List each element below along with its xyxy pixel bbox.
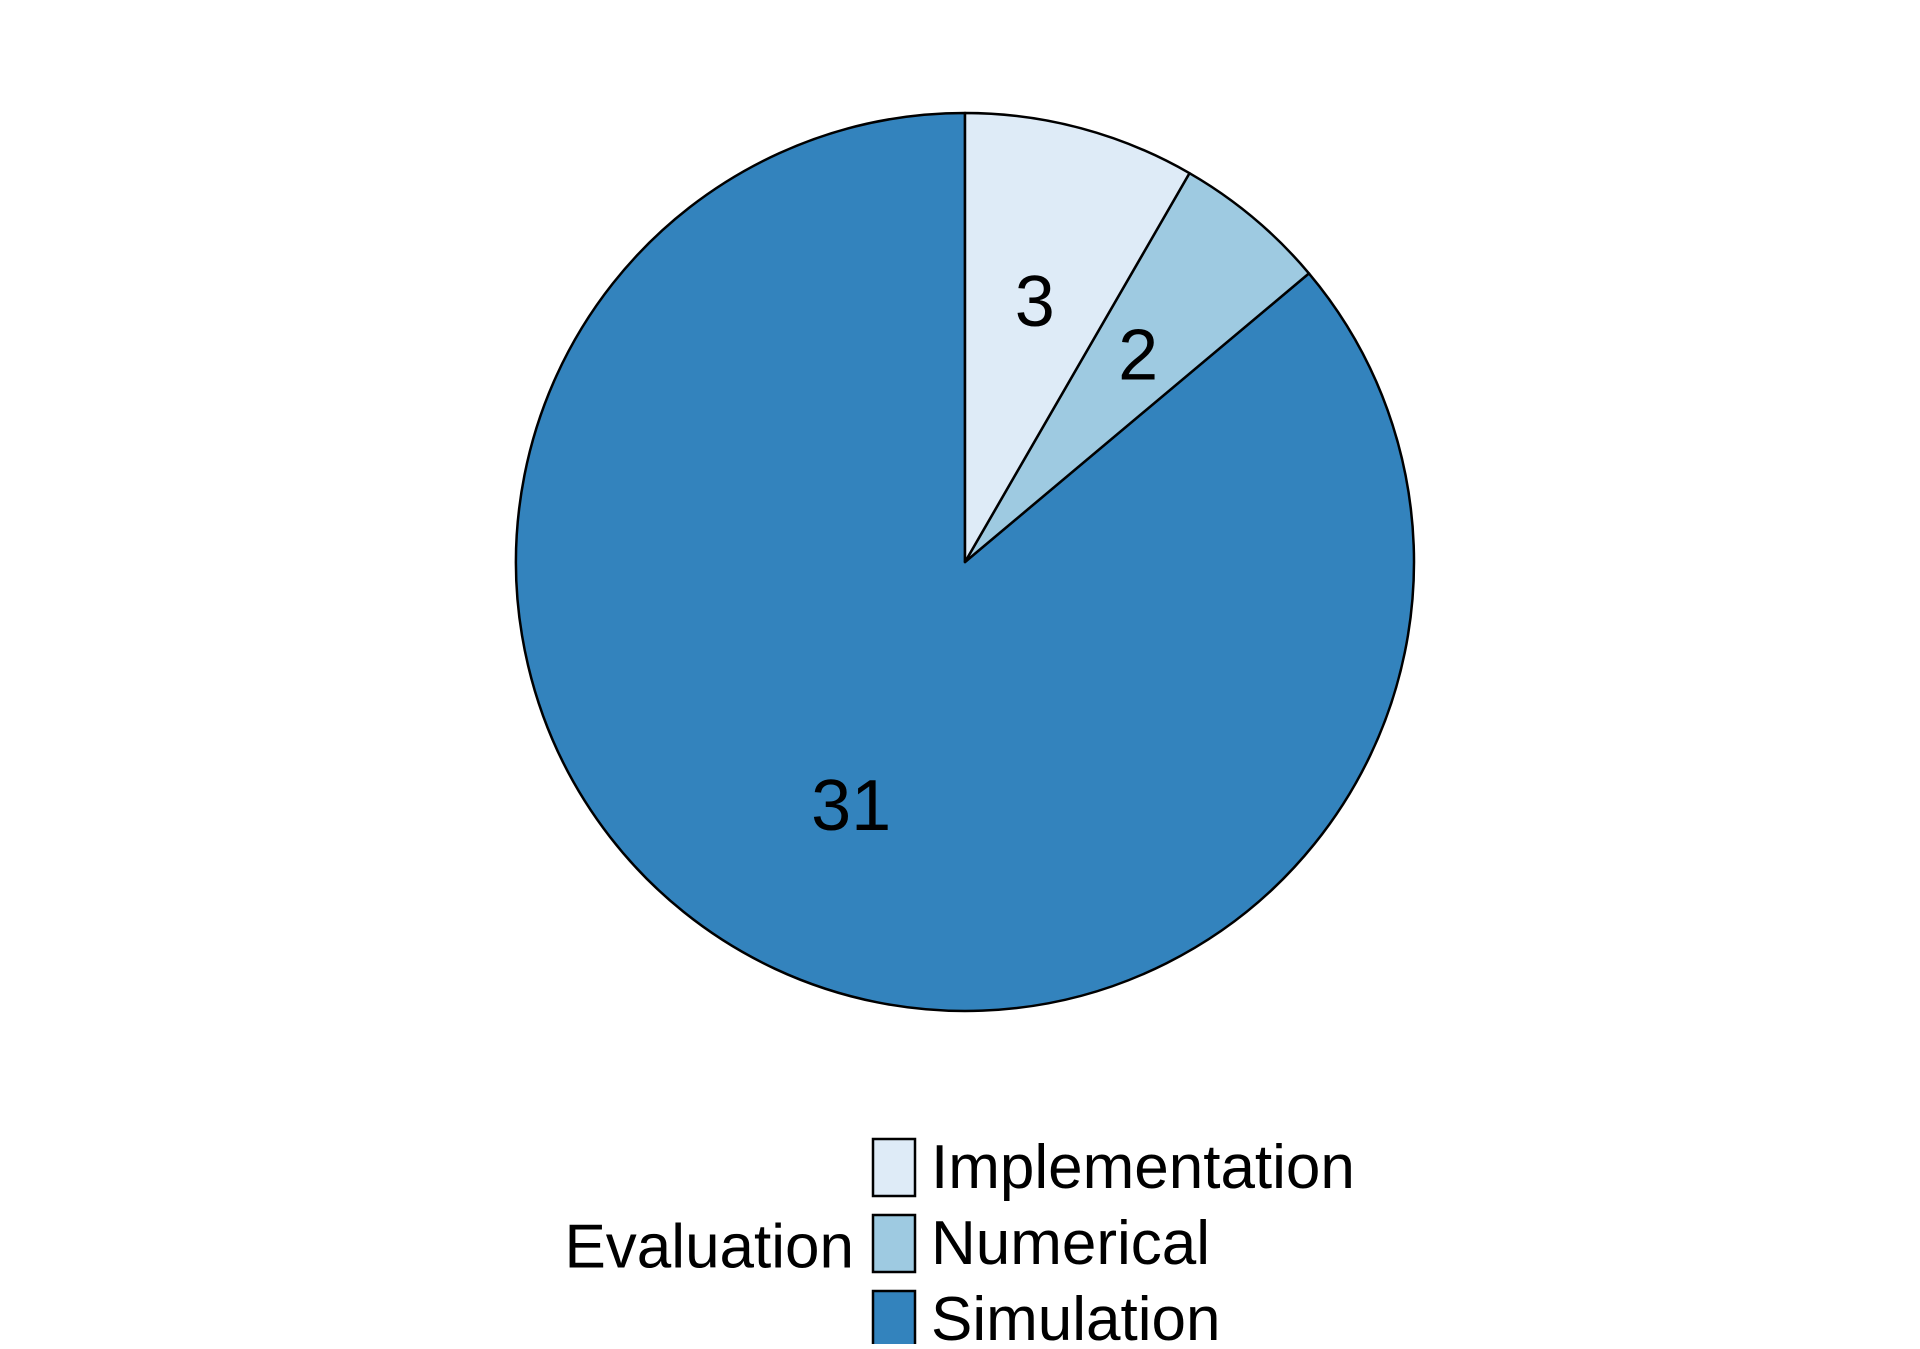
legend-title: Evaluation: [564, 1213, 854, 1282]
legend: Evaluation Implementation Numerical Simula…: [564, 1133, 1355, 1349]
pie-slice-implementation: [963, 111, 1191, 564]
slice-value-label-implementation: 3: [1015, 262, 1055, 342]
pie-slice-numerical: [963, 171, 1311, 564]
legend-label-implementation: Implementation: [931, 1133, 1355, 1202]
legend-swatch-simulation: [871, 1289, 917, 1349]
legend-swatch-implementation: [871, 1137, 917, 1198]
legend-label-simulation: Simulation: [931, 1285, 1220, 1344]
pie-slice-labels: 31 23: [811, 262, 1158, 846]
legend-label-numerical: Numerical: [931, 1209, 1210, 1278]
pie-slices: [514, 111, 1416, 1013]
slice-value-label-numerical: 2: [1118, 316, 1158, 396]
slice-value-label-simulation: 31: [811, 766, 891, 846]
legend-items: Implementation Numerical Simulation: [871, 1133, 1355, 1349]
legend-swatch-numerical: [871, 1213, 917, 1274]
